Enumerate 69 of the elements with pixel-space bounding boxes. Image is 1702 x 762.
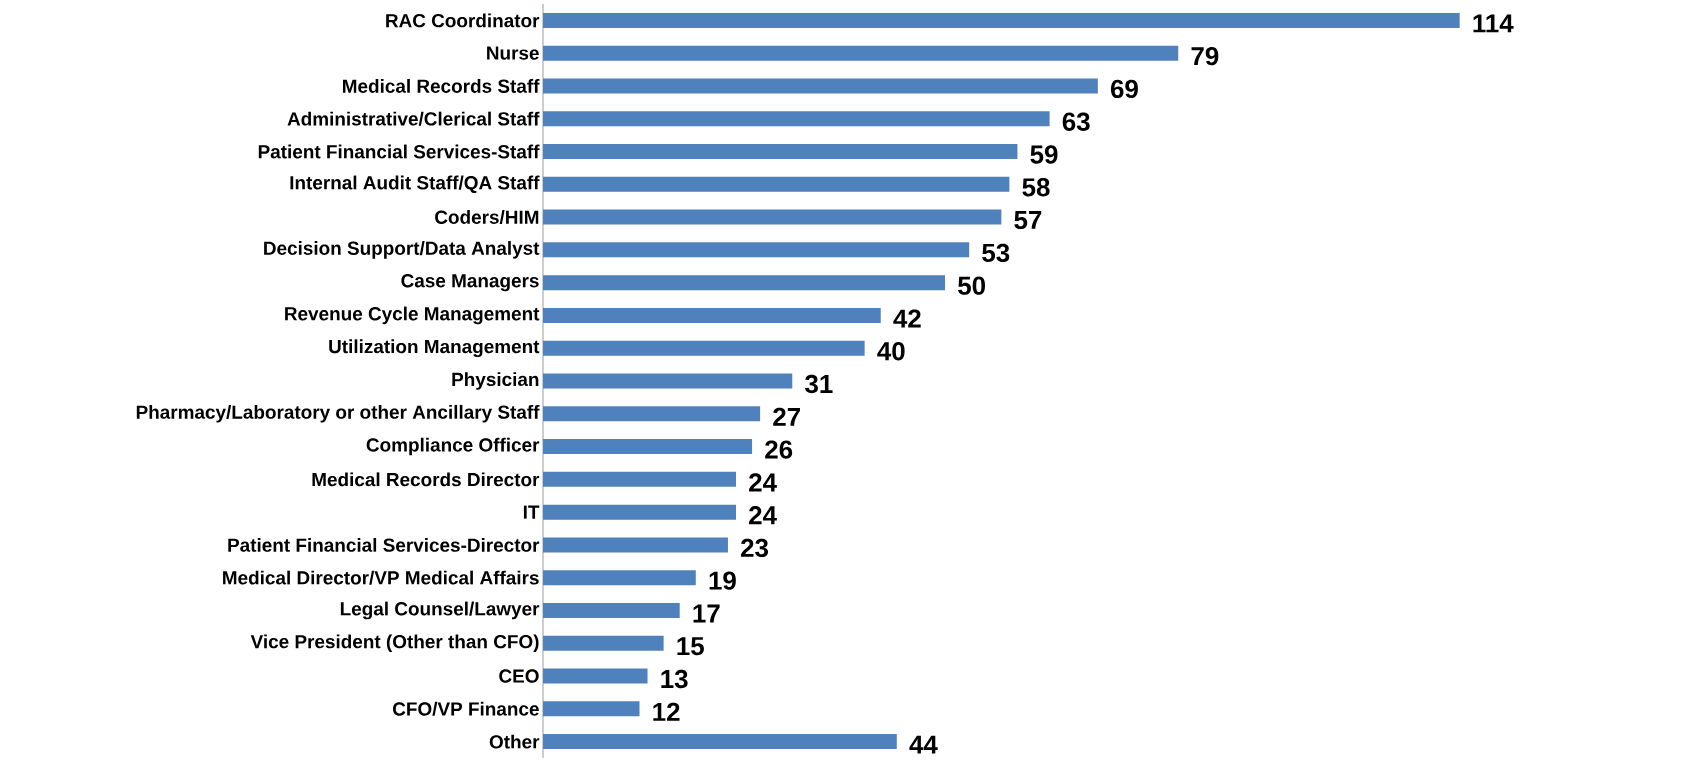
bar xyxy=(543,406,761,422)
bar xyxy=(543,144,1018,160)
y-tick-label: Medical Records Staff xyxy=(343,79,540,93)
bar xyxy=(543,734,897,750)
bar xyxy=(543,668,648,684)
data-label: 58 xyxy=(1022,178,1050,197)
bar xyxy=(543,340,865,356)
y-tick-label: Medical Director/VP Medical Affairs xyxy=(223,570,539,585)
bar xyxy=(543,635,664,651)
y-tick-label: CEO xyxy=(499,669,539,683)
y-tick-label: Case Managers xyxy=(401,274,539,292)
y-tick-label: IT xyxy=(523,505,540,519)
data-label: 23 xyxy=(741,538,769,558)
data-label: 63 xyxy=(1062,112,1090,131)
data-label: 27 xyxy=(773,407,800,426)
bar xyxy=(543,307,881,323)
bar xyxy=(543,471,736,487)
bar xyxy=(543,439,753,455)
data-label: 50 xyxy=(958,276,985,295)
bar xyxy=(543,602,680,618)
bar xyxy=(543,78,1098,94)
y-tick-label: Compliance Officer xyxy=(366,437,540,456)
bar xyxy=(543,537,728,553)
y-tick-label: Vice President (Other than CFO) xyxy=(250,634,539,653)
data-label: 12 xyxy=(653,702,680,721)
bar xyxy=(543,45,1179,61)
bar xyxy=(543,275,946,291)
data-label: 24 xyxy=(749,473,777,492)
y-tick-label: Patient Financial Services-Director xyxy=(228,537,540,552)
y-tick-label: CFO/VP Finance xyxy=(393,701,539,716)
y-tick-label: Coders/HIM xyxy=(435,210,539,225)
data-label: 79 xyxy=(1191,46,1219,66)
data-label: 40 xyxy=(877,342,905,361)
data-label: 44 xyxy=(909,735,938,754)
data-label: 17 xyxy=(693,604,720,623)
bar xyxy=(543,373,793,389)
data-label: 24 xyxy=(749,506,777,525)
y-tick-label: Physician xyxy=(452,372,539,390)
data-label: 53 xyxy=(982,243,1010,263)
data-label: 26 xyxy=(765,440,793,459)
y-tick-label: Administrative/Clerical Staff xyxy=(287,111,540,126)
bar xyxy=(543,12,1460,28)
data-label: 19 xyxy=(709,571,736,590)
y-tick-label: Pharmacy/Laboratory or other Ancillary Staff xyxy=(136,404,540,423)
data-label: 13 xyxy=(661,669,688,689)
y-tick-label: RAC Coordinator xyxy=(386,13,540,28)
data-label: 57 xyxy=(1014,211,1042,230)
y-tick-label: Nurse xyxy=(487,46,539,60)
data-label: 42 xyxy=(893,309,921,328)
data-label: 15 xyxy=(677,637,704,656)
y-tick-label: Internal Audit Staff/QA Staff xyxy=(290,175,540,194)
data-label: 31 xyxy=(805,374,833,394)
bar xyxy=(543,209,1002,225)
y-tick-label: Revenue Cycle Management xyxy=(285,306,540,325)
y-tick-label: Other xyxy=(489,734,540,749)
bar xyxy=(543,570,696,586)
bar xyxy=(543,504,736,520)
y-tick-label: Decision Support/Data Analyst xyxy=(264,241,540,259)
data-label: 114 xyxy=(1473,14,1514,33)
y-tick-label: Utilization Management xyxy=(329,339,540,358)
data-label: 69 xyxy=(1110,79,1138,99)
bar xyxy=(543,701,640,717)
bar xyxy=(543,242,970,258)
data-label: 59 xyxy=(1030,145,1058,164)
y-tick-label: Medical Records Director xyxy=(312,472,540,487)
y-tick-label: Legal Counsel/Lawyer xyxy=(340,601,540,620)
y-tick-label: Patient Financial Services-Staff xyxy=(258,144,540,159)
bar xyxy=(543,111,1050,127)
bar xyxy=(543,176,1010,192)
